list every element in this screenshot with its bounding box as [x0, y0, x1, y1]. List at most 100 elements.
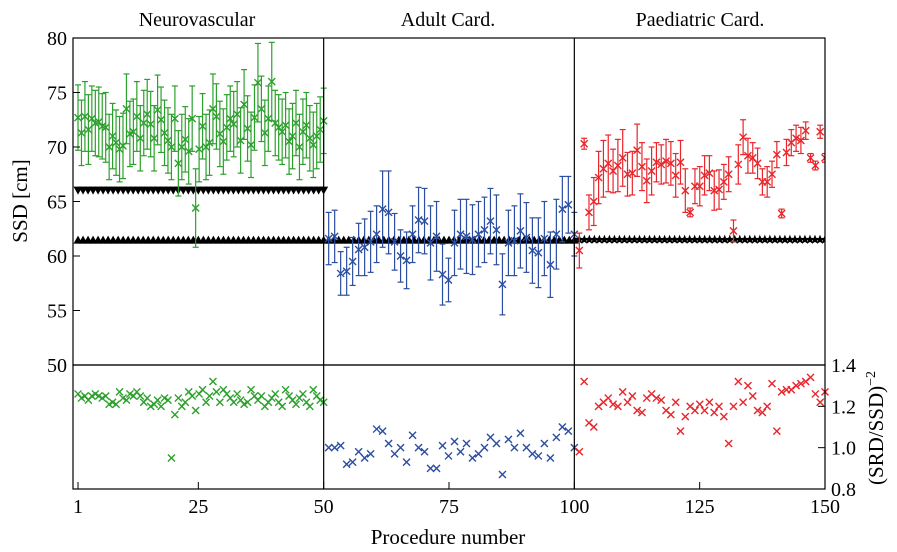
paediatric-ssd-point	[594, 173, 603, 182]
neurovascular-ratio-point	[181, 398, 190, 407]
paediatric-ratio-point	[613, 402, 622, 411]
x-tick-label: 125	[685, 496, 715, 518]
neurovascular-ssd-point	[74, 113, 83, 122]
adult-ratio-point	[336, 441, 345, 450]
y-axis-title-ratio: (SRD/SSD)−2	[864, 371, 888, 485]
adult-ssd-point	[354, 245, 363, 254]
neurovascular-ssd-point	[291, 119, 300, 128]
neurovascular-ratio-point	[191, 406, 200, 415]
adult-ratio-point	[480, 443, 489, 452]
neurovascular-ratio-point	[174, 394, 183, 403]
paediatric-reference-marker	[745, 234, 755, 244]
adult-ssd-point	[516, 226, 525, 235]
adult-ssd-point	[564, 200, 573, 209]
paediatric-ratio-point	[753, 406, 762, 415]
paediatric-reference-marker	[800, 234, 810, 244]
plot-layer	[73, 41, 829, 479]
neurovascular-ssd-point	[212, 112, 221, 121]
paediatric-ratio-point	[695, 400, 704, 409]
adult-ssd-point	[522, 233, 531, 242]
paediatric-ratio-point	[724, 439, 733, 448]
adult-ssd-point	[546, 260, 555, 269]
adult-ratio-point	[360, 454, 369, 462]
neurovascular-ssd-point	[298, 127, 307, 136]
neurovascular-ratio-point	[167, 454, 176, 462]
adult-ssd-point	[528, 246, 537, 255]
adult-ssd-point	[504, 238, 513, 247]
y-axis-title-ssd: SSD [cm]	[8, 159, 32, 242]
paediatric-ratio-point	[719, 412, 728, 421]
paediatric-ratio-point	[763, 402, 772, 411]
paediatric-reference-marker	[780, 234, 790, 244]
adult-ratio-point	[420, 447, 429, 456]
paediatric-ratio-point	[792, 381, 801, 390]
neurovascular-ssd-point	[157, 115, 166, 124]
paediatric-reference-marker	[684, 234, 695, 244]
paediatric-ssd-point	[777, 209, 786, 218]
neurovascular-ssd-point	[170, 114, 179, 123]
paediatric-ratio-point	[575, 447, 584, 456]
adult-ssd-point	[498, 280, 507, 289]
paediatric-ratio-point	[700, 406, 709, 415]
adult-ratio-point	[558, 423, 567, 431]
paediatric-ratio-point	[666, 410, 675, 419]
neurovascular-ratio-point	[271, 389, 280, 398]
paediatric-ssd-point	[633, 146, 642, 155]
neurovascular-ratio-point	[205, 392, 214, 400]
paediatric-reference-marker	[820, 234, 825, 244]
paediatric-ssd-point	[792, 134, 801, 143]
adult-ssd-point	[342, 267, 351, 276]
neurovascular-ratio-point	[233, 389, 242, 398]
adult-ratio-point	[432, 464, 441, 473]
neurovascular-ratio-point	[122, 396, 131, 405]
bottom-y-tick-label: 0.8	[831, 479, 856, 501]
neurovascular-ratio-point	[157, 402, 166, 411]
paediatric-reference-marker	[740, 234, 750, 244]
adult-ssd-point	[378, 205, 387, 214]
neurovascular-ratio-point	[215, 398, 224, 407]
adult-ssd-point	[330, 232, 339, 241]
top-y-tick-label: 50	[47, 355, 67, 377]
adult-ssd-point	[372, 230, 381, 239]
paediatric-ratio-point	[652, 394, 661, 403]
paediatric-ssd-point	[637, 162, 646, 171]
bottom-y-tick-label: 1.4	[831, 355, 856, 377]
paediatric-ratio-point	[748, 392, 757, 400]
paediatric-ratio-point	[657, 396, 666, 405]
paediatric-ssd-point	[652, 158, 661, 167]
paediatric-ssd-point	[734, 160, 743, 169]
neurovascular-ssd-point	[247, 140, 256, 149]
neurovascular-ratio-point	[153, 396, 162, 405]
paediatric-ratio-point	[628, 392, 637, 400]
neurovascular-ratio-point	[115, 387, 124, 396]
adult-ratio-point	[546, 454, 555, 462]
adult-ssd-point	[510, 236, 519, 245]
neurovascular-ratio-point	[212, 387, 221, 396]
paediatric-reference-marker	[704, 234, 715, 244]
paediatric-reference-marker	[755, 234, 765, 244]
paediatric-ratio-point	[715, 402, 724, 411]
paediatric-ratio-point	[637, 408, 646, 417]
paediatric-ssd-point	[739, 133, 748, 142]
paediatric-reference-marker	[594, 234, 605, 244]
neurovascular-ssd-point	[139, 119, 148, 128]
adult-ssd-point	[366, 237, 375, 246]
paediatric-reference-marker	[589, 234, 600, 244]
adult-ratio-point	[552, 433, 561, 442]
neurovascular-ssd-point	[195, 145, 204, 154]
paediatric-reference-marker	[634, 234, 645, 244]
neurovascular-ssd-point	[184, 147, 193, 156]
paediatric-ratio-point	[710, 408, 719, 417]
neurovascular-ratio-point	[278, 402, 287, 411]
neurovascular-ratio-point	[229, 398, 238, 407]
paediatric-ratio-point	[739, 398, 748, 407]
paediatric-ssd-point	[686, 208, 695, 217]
bottom-y-tick-label: 1.0	[831, 438, 856, 460]
neurovascular-ssd-point	[112, 138, 121, 147]
adult-ratio-point	[528, 449, 537, 458]
paediatric-ratio-point	[743, 381, 752, 390]
neurovascular-ssd-point	[281, 121, 290, 130]
neurovascular-ssd-point	[260, 128, 269, 137]
panel-title-paediatric-card: Paediatric Card.	[636, 9, 765, 31]
neurovascular-ssd-point	[198, 122, 207, 131]
